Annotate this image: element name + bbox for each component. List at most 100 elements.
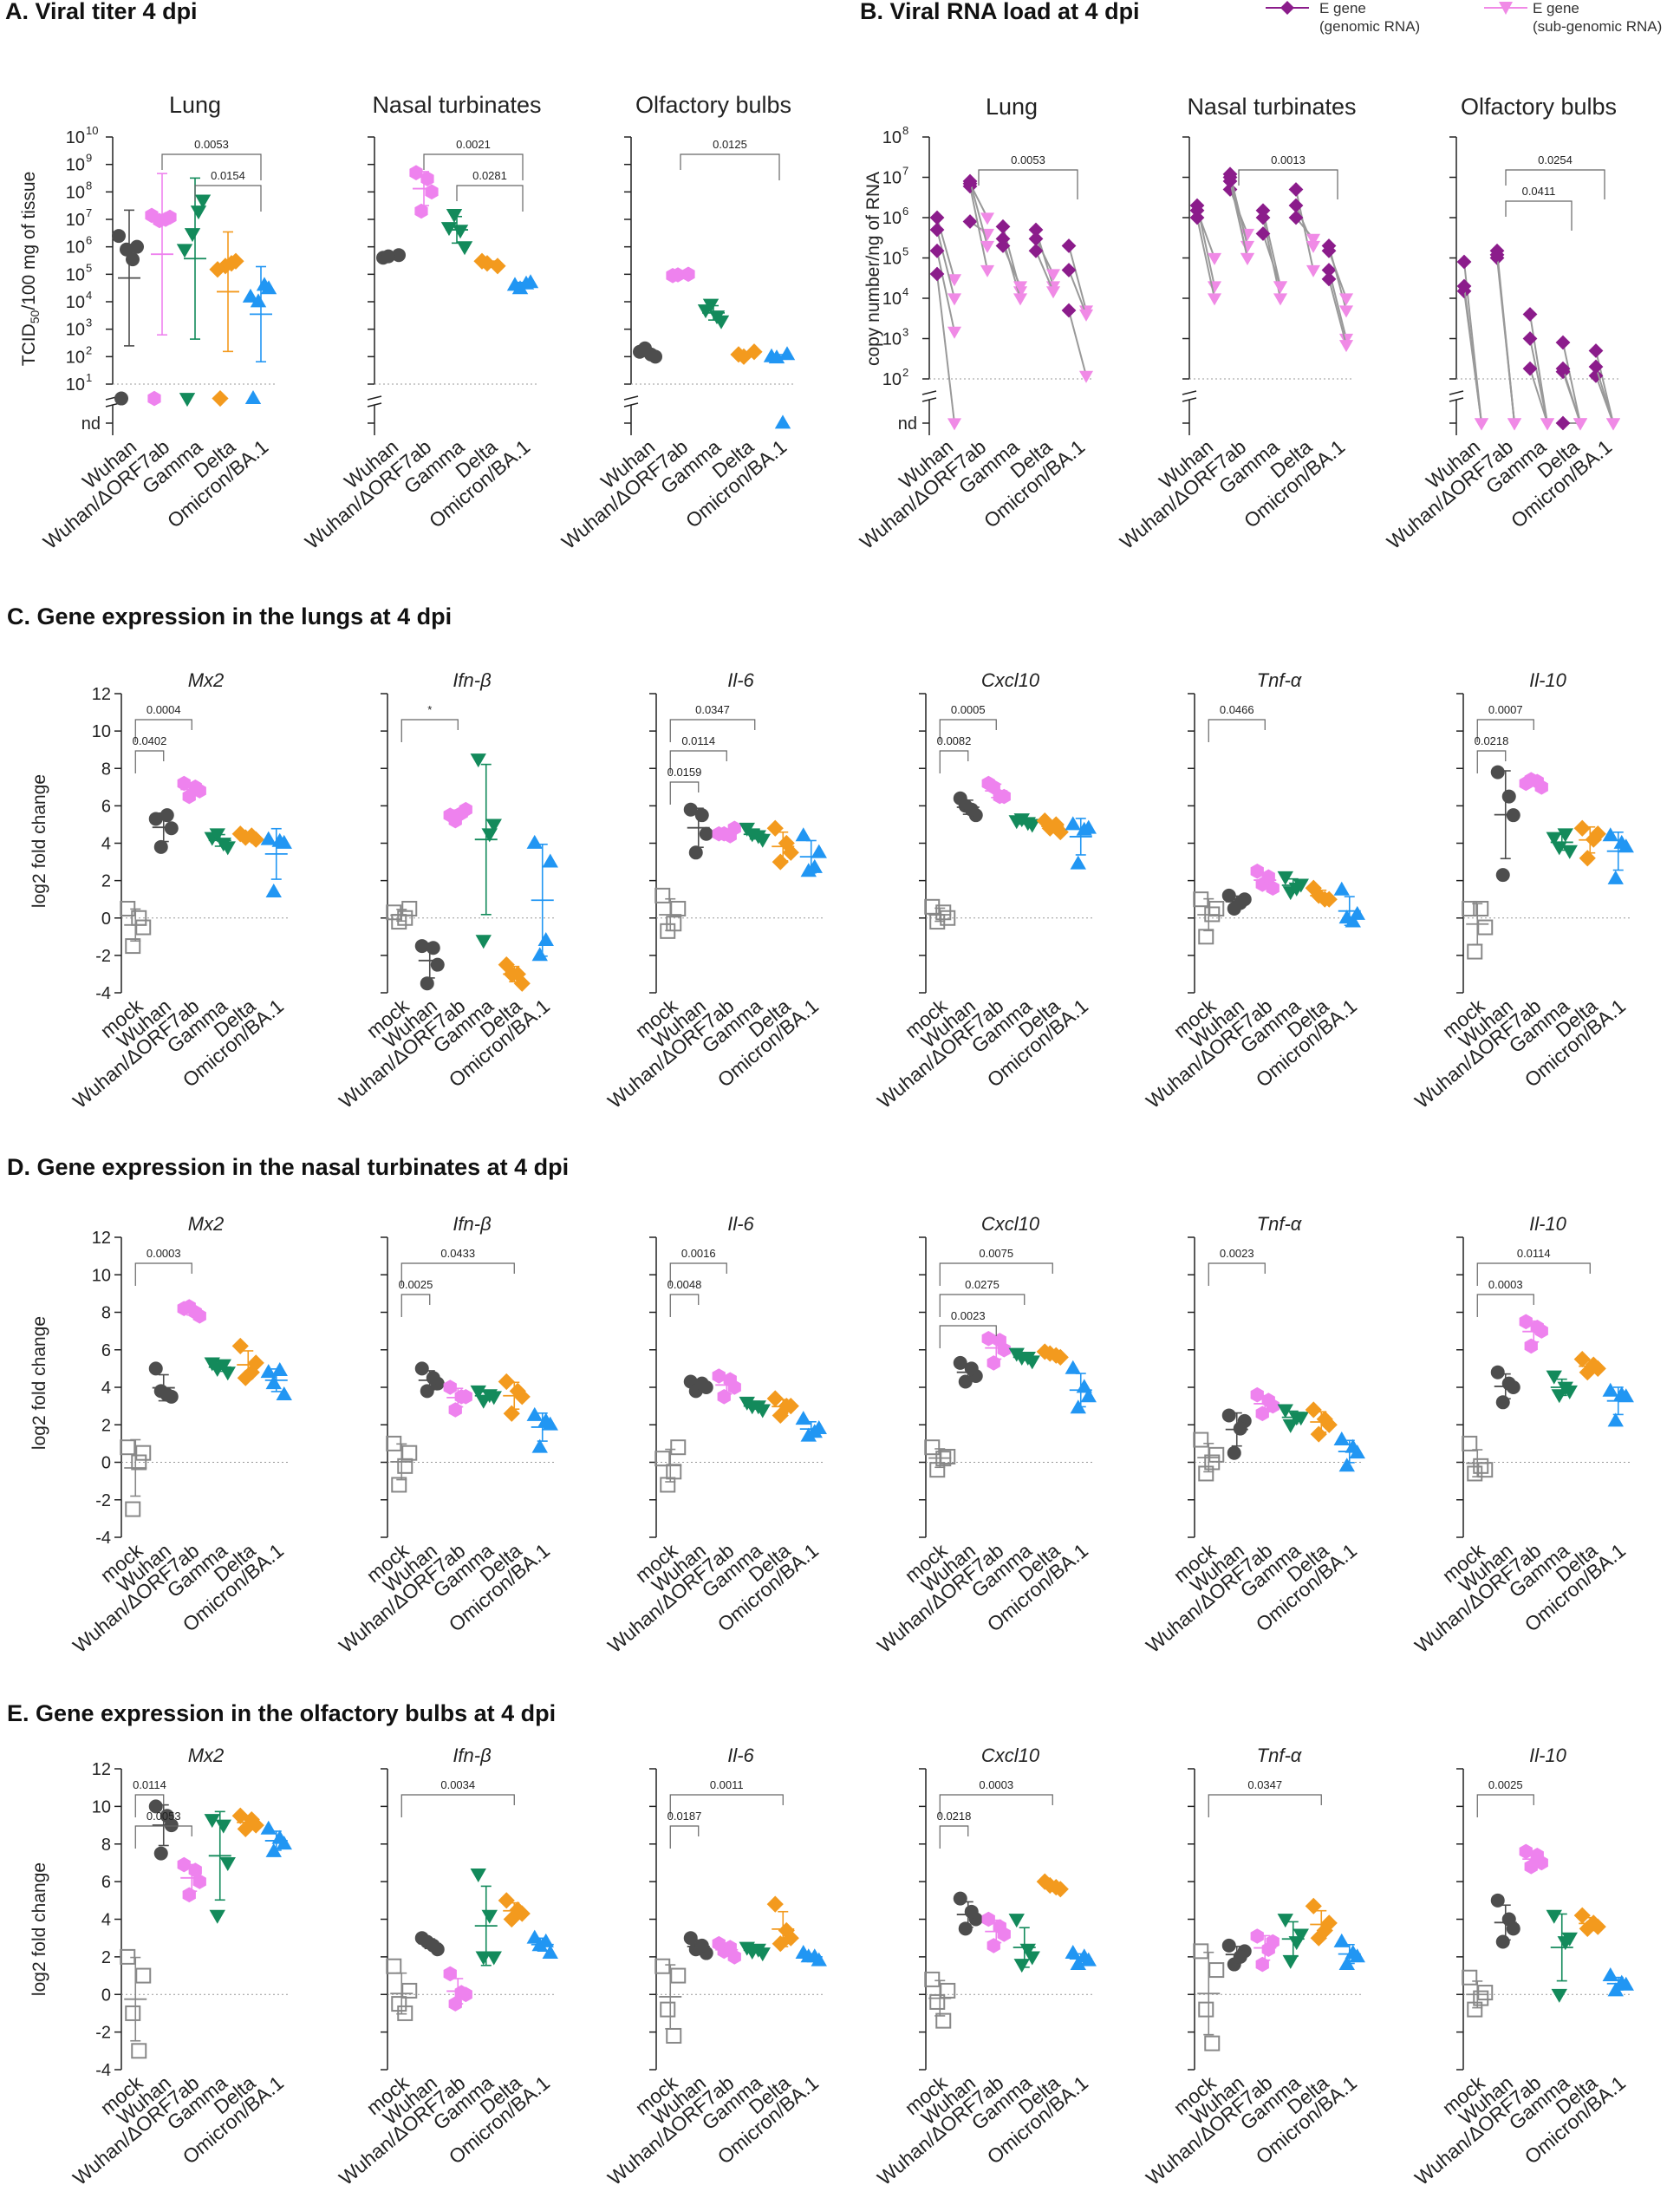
subgenomic-point-gamma [1540, 418, 1555, 431]
data-point-mock [1462, 1969, 1478, 1986]
data-point-omicron-ba-1 [526, 834, 543, 849]
data-point-wuhan [420, 1384, 434, 1399]
data-point-omicron-ba-1 [260, 1820, 277, 1835]
nd-label: nd [898, 414, 917, 434]
genomic-point-gamma [1522, 307, 1538, 322]
panel-c-subplot-il-10: Il-10mockWuhanWuhan/ΔORF7abGammaDeltaOmi… [1410, 669, 1634, 1112]
data-point-omicron-ba-1 [242, 288, 259, 303]
data-point-wuhan-orf7ab [182, 1887, 196, 1903]
y-tick-label: 10 [66, 265, 85, 284]
data-point-wuhan [1506, 808, 1520, 823]
data-point-omicron-ba-1 [537, 932, 554, 947]
data-point-wuhan [953, 1891, 967, 1906]
data-point-wuhan [430, 957, 445, 972]
p-value-label: 0.0025 [399, 1278, 433, 1291]
panel-d-subplot-ifn: Ifn-βmockWuhanWuhan/ΔORF7abGammaDeltaOmi… [335, 1213, 558, 1657]
data-point-delta [231, 1337, 249, 1355]
data-point-wuhan [148, 1361, 163, 1376]
data-point-wuhan [1233, 896, 1247, 910]
data-point-wuhan [694, 1938, 709, 1953]
p-value-label: 0.0053 [194, 138, 229, 151]
data-point-gamma [1557, 1936, 1573, 1951]
data-point-wuhan-orf7ab [1519, 1314, 1533, 1330]
data-point-delta [746, 343, 763, 361]
data-point-wuhan [426, 1938, 440, 1953]
data-point-mock [660, 2001, 676, 2018]
subgenomic-point-omicron-ba-1 [1338, 340, 1354, 353]
data-point-delta [498, 956, 515, 974]
data-point-wuhan-orf7ab [1530, 1848, 1544, 1863]
y-tick-exponent: 8 [86, 179, 92, 192]
data-point-mock [924, 1971, 941, 1987]
subgenomic-point-omicron-ba-1 [1338, 333, 1354, 346]
subgenomic-point-wuhan [947, 326, 962, 339]
y-tick-exponent: 10 [86, 124, 98, 137]
data-point-gamma [485, 1951, 502, 1966]
data-point-wuhan [964, 1904, 979, 1919]
p-value-label: 0.0347 [1247, 1778, 1282, 1791]
y-tick-label: 10 [882, 290, 902, 309]
tissue-title: Nasal turbinates [1187, 94, 1356, 120]
p-value-label: 0.0082 [937, 734, 972, 747]
data-point-omicron-ba-1 [1345, 1438, 1361, 1453]
panel-d-subplot-mx2: -4-2024681012Mx2mockWuhanWuhan/ΔORF7abGa… [68, 1213, 292, 1657]
data-point-gamma [190, 205, 207, 220]
data-point-delta [513, 975, 531, 992]
data-point-delta [1041, 819, 1058, 837]
y-tick-label: 10 [882, 370, 902, 389]
data-point-omicron-ba-1 [1065, 816, 1081, 831]
y-tick-label: 10 [882, 250, 902, 269]
genomic-point-delta [1555, 415, 1571, 431]
y-tick-label: -4 [95, 984, 111, 1003]
data-point-omicron-ba-1 [774, 414, 791, 429]
data-point-mock [935, 2012, 952, 2029]
y-tick-exponent: 3 [86, 316, 92, 329]
y-tick-label: -2 [95, 947, 111, 966]
data-point-gamma [209, 828, 225, 843]
data-point-omicron-ba-1 [806, 1424, 823, 1438]
data-point-wuhan-orf7ab [981, 1331, 995, 1347]
y-tick-label: 8 [101, 1304, 111, 1323]
data-point-gamma [440, 222, 458, 237]
data-point-omicron-ba-1 [1065, 1360, 1081, 1374]
subgenomic-point-omicron-ba-1 [1338, 293, 1354, 306]
data-point-omicron-ba-1 [1602, 827, 1618, 842]
data-point-wuhan-orf7ab [454, 1389, 468, 1405]
data-point-mock [1467, 943, 1483, 960]
p-value-label: 0.0023 [951, 1309, 986, 1322]
gene-title: Il-6 [727, 1213, 754, 1235]
y-tick-exponent: 7 [86, 206, 92, 219]
y-tick-exponent: 4 [902, 285, 908, 298]
data-point-wuhan-orf7ab [1255, 1406, 1269, 1422]
subgenomic-point-gamma [1273, 281, 1288, 294]
data-point-wuhan [160, 1387, 174, 1402]
p-value-label: 0.0004 [147, 703, 181, 716]
data-point-wuhan [153, 1846, 168, 1861]
y-tick-label: 4 [101, 835, 111, 854]
gene-title: Tnf-α [1257, 1745, 1303, 1766]
data-point-wuhan [958, 1374, 973, 1389]
data-point-wuhan-orf7ab [145, 207, 159, 224]
y-tick-label: 10 [66, 375, 85, 395]
legend-genomic-line1: E gene [1319, 0, 1366, 16]
data-point-omicron-ba-1 [537, 1412, 554, 1427]
data-point-omicron-ba-1 [1333, 1933, 1350, 1947]
gene-title: Mx2 [188, 669, 225, 691]
data-point-delta [1047, 1347, 1065, 1364]
data-point-wuhan [148, 812, 163, 826]
p-value-label: * [427, 703, 432, 716]
data-point-omicron-ba-1 [1076, 1948, 1092, 1963]
genomic-point-delta [1555, 335, 1571, 350]
p-value-label: 0.0281 [472, 169, 507, 182]
data-point-mock [131, 2043, 147, 2059]
subgenomic-point-delta [1306, 233, 1321, 246]
data-point-wuhan-orf7ab [1261, 869, 1275, 885]
data-point-omicron-ba-1 [244, 389, 262, 404]
data-point-mock [1462, 1435, 1478, 1451]
p-value-label: 0.0218 [1475, 734, 1509, 747]
data-point-wuhan-orf7ab [192, 1874, 206, 1889]
y-tick-label: 4 [101, 1379, 111, 1398]
panel-e-subplot-il-6: Il-6mockWuhanWuhan/ΔORF7abGammaDeltaOmic… [603, 1745, 827, 2189]
data-point-delta [509, 1382, 526, 1399]
genomic-point-gamma [995, 238, 1011, 253]
